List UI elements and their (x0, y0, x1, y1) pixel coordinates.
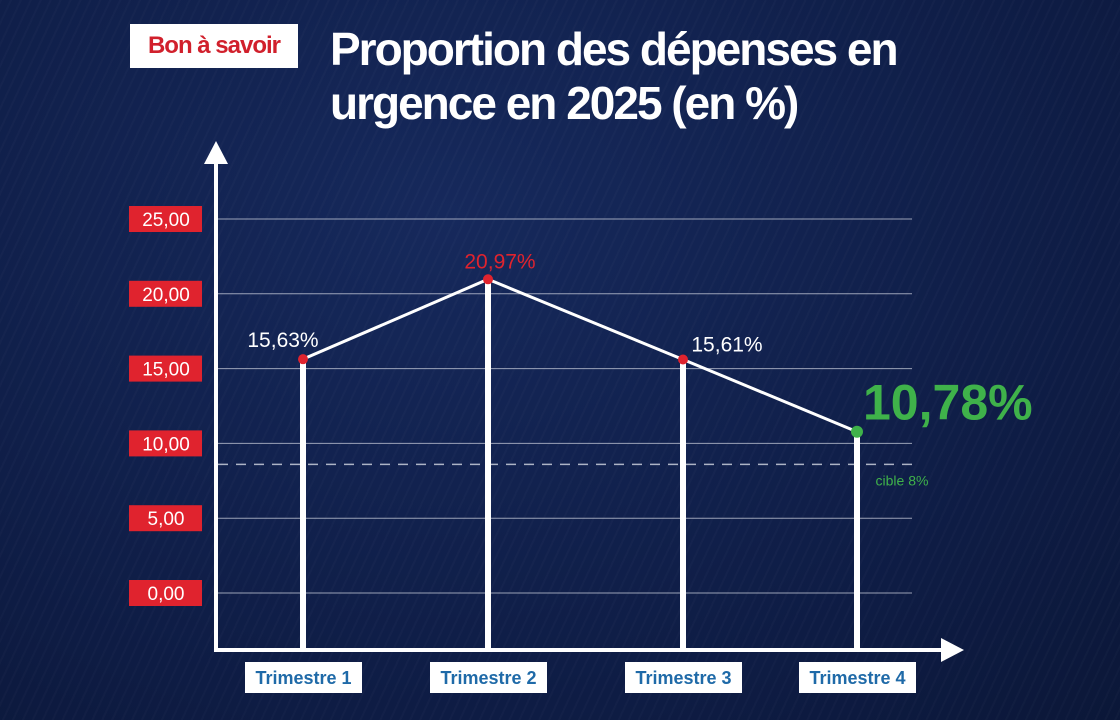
y-tick-label: 20,00 (142, 285, 190, 306)
y-axis-arrow (204, 141, 228, 164)
y-tick-box (129, 430, 202, 457)
chart-title: Proportion des dépenses en urgence en 20… (330, 22, 1030, 130)
data-points (298, 274, 863, 438)
x-category-label: Trimestre 4 (809, 668, 905, 688)
data-label: 15,61% (691, 333, 762, 356)
y-tick-label: 0,00 (148, 584, 185, 605)
data-labels: cible 8% 15,63% 20,97% 15,61% 10,78% (247, 250, 1032, 488)
chart-title-line-2: urgence en 2025 (en %) (330, 77, 799, 129)
target-label: cible 8% (876, 472, 929, 488)
x-category-label: Trimestre 3 (635, 668, 731, 688)
axes (204, 141, 964, 662)
y-tick-box (129, 580, 202, 606)
y-tick-label: 25,00 (142, 210, 190, 231)
x-category-box (245, 662, 362, 693)
y-tick: 15,00 (129, 355, 202, 382)
x-category: Trimestre 3 (625, 662, 742, 693)
stem (300, 359, 306, 650)
x-category-label: Trimestre 1 (255, 668, 351, 688)
chart-title-line-1: Proportion des dépenses en (330, 23, 899, 75)
data-point (483, 274, 493, 285)
series-polyline (302, 277, 858, 434)
y-tick-box (129, 505, 202, 532)
stem (485, 279, 491, 650)
x-category-box (799, 662, 916, 693)
data-label: 10,78% (863, 375, 1033, 431)
y-tick-label: 15,00 (142, 360, 190, 381)
series-line (302, 277, 858, 434)
x-category-box (430, 662, 547, 693)
y-tick: 20,00 (129, 280, 202, 307)
x-axis-arrow (941, 638, 964, 662)
y-tick-box (129, 355, 202, 382)
x-category-label: Trimestre 2 (440, 668, 536, 688)
x-category: Trimestre 1 (245, 662, 362, 693)
stem (854, 431, 860, 650)
y-tick-box (129, 206, 202, 232)
y-axis-ticks: 0,00 5,00 10,00 15,00 20,00 25,00 (129, 206, 202, 606)
x-category: Trimestre 2 (430, 662, 547, 693)
y-tick: 5,00 (129, 505, 202, 532)
bon-a-savoir-badge: Bon à savoir (130, 24, 298, 68)
gridlines (218, 218, 912, 594)
y-tick-box (129, 280, 202, 307)
data-point (851, 425, 863, 438)
y-tick: 10,00 (129, 430, 202, 457)
y-tick: 25,00 (129, 206, 202, 232)
data-point (678, 354, 688, 365)
y-tick: 0,00 (129, 580, 202, 606)
x-category: Trimestre 4 (799, 662, 916, 693)
data-label: 15,63% (247, 329, 318, 352)
x-category-box (625, 662, 742, 693)
data-point (298, 354, 308, 365)
data-label: 20,97% (464, 250, 535, 273)
stem (680, 359, 686, 650)
x-axis-labels: Trimestre 1 Trimestre 2 Trimestre 3 Trimest… (245, 662, 916, 693)
y-tick-label: 10,00 (142, 434, 190, 455)
y-tick-label: 5,00 (148, 509, 185, 530)
stems (300, 279, 860, 650)
